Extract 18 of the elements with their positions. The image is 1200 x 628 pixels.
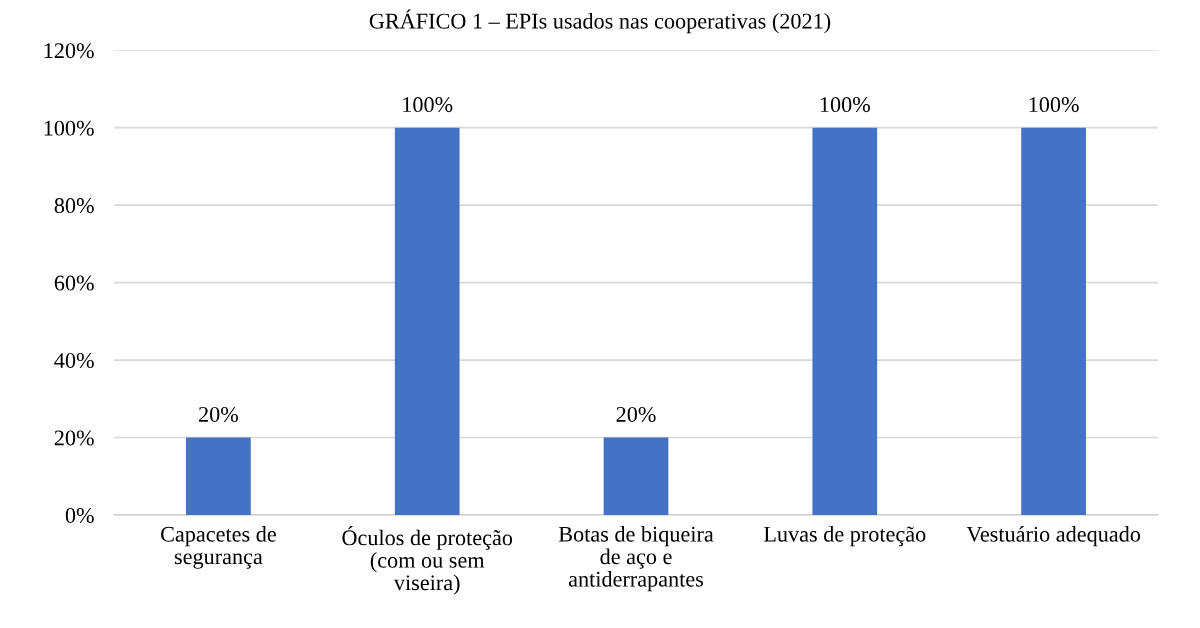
y-tick-label: 0% [65,507,94,523]
chart-title: GRÁFICO 1 – EPIs usados nas cooperativas (2021) [369,9,831,34]
y-tick-label: 120% [44,43,94,59]
data-label: 20% [199,406,239,422]
x-tick-label: Capacetes de segurança [161,526,276,569]
y-tick-label: 60% [54,275,94,291]
y-tick-label: 40% [54,352,94,369]
y-tick-label: 80% [54,198,94,214]
y-tick-label: 100% [44,120,94,136]
x-tick-label: Luvas de proteção [763,526,926,547]
data-label: 100% [403,97,453,113]
data-label: 20% [616,406,656,422]
data-label: 100% [820,97,870,113]
x-tick-label: Vestuário adequado [966,526,1141,547]
data-label: 100% [1029,97,1079,113]
y-tick-label: 20% [54,430,94,446]
x-tick-label: Botas de biqueira de aço e antiderrapantes [558,526,714,592]
x-tick-label: Óculos de proteção (com ou sem viseira) [342,526,513,595]
